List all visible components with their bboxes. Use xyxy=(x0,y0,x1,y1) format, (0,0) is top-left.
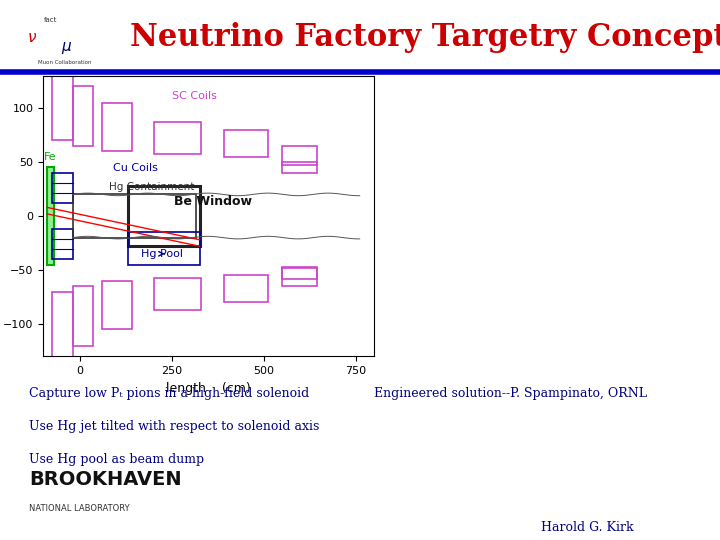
Text: Muon Collaboration: Muon Collaboration xyxy=(38,60,91,65)
Bar xyxy=(73,86,93,146)
X-axis label: length    (cm): length (cm) xyxy=(166,382,251,395)
Bar xyxy=(153,122,202,154)
Text: Cu Coils: Cu Coils xyxy=(113,163,158,173)
Text: $\mu$: $\mu$ xyxy=(61,39,73,56)
Bar xyxy=(128,232,199,265)
Text: Capture low Pₜ pions in a high-field solenoid: Capture low Pₜ pions in a high-field sol… xyxy=(29,387,309,400)
Bar xyxy=(53,70,73,140)
Text: Hg Containment: Hg Containment xyxy=(109,182,195,192)
Bar xyxy=(223,130,268,157)
Bar xyxy=(102,103,132,151)
Bar xyxy=(73,194,196,238)
Bar xyxy=(53,173,73,203)
Text: Fe: Fe xyxy=(43,152,56,162)
Text: SC Coils: SC Coils xyxy=(172,91,217,102)
Text: Engineered solution--P. Spampinato, ORNL: Engineered solution--P. Spampinato, ORNL xyxy=(374,387,647,400)
Text: [3D Engineering
Diagram]: [3D Engineering Diagram] xyxy=(482,201,608,231)
Bar xyxy=(73,286,93,346)
Text: Neutrino Factory Targetry Concept: Neutrino Factory Targetry Concept xyxy=(130,22,720,53)
Bar xyxy=(102,281,132,329)
Text: Be Window: Be Window xyxy=(174,195,252,208)
Bar xyxy=(282,162,318,173)
Bar xyxy=(128,186,199,246)
Bar xyxy=(282,146,318,165)
Bar xyxy=(282,268,318,279)
Bar xyxy=(153,278,202,310)
Bar xyxy=(53,292,73,362)
Bar xyxy=(47,167,53,265)
Bar xyxy=(282,267,318,286)
Text: Hg Pool: Hg Pool xyxy=(140,249,183,259)
Text: BROOKHAVEN: BROOKHAVEN xyxy=(29,470,181,489)
Text: NATIONAL LABORATORY: NATIONAL LABORATORY xyxy=(29,504,130,512)
Text: fact: fact xyxy=(45,17,58,23)
Text: Use Hg pool as beam dump: Use Hg pool as beam dump xyxy=(29,453,204,466)
Text: $\nu$: $\nu$ xyxy=(27,30,37,45)
Bar xyxy=(223,275,268,302)
Bar xyxy=(53,229,73,259)
Text: Harold G. Kirk: Harold G. Kirk xyxy=(541,521,634,534)
Text: Use Hg jet tilted with respect to solenoid axis: Use Hg jet tilted with respect to soleno… xyxy=(29,420,319,433)
